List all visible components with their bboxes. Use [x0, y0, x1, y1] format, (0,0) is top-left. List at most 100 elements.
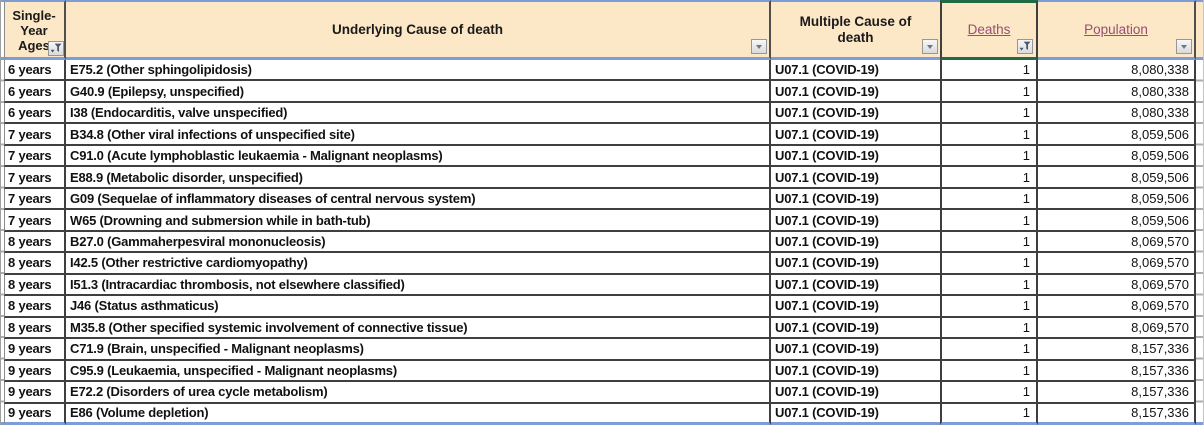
deaths-cell[interactable]: 1	[940, 339, 1038, 361]
filter-dropdown-icon[interactable]	[751, 39, 767, 54]
population-cell[interactable]: 8,059,506	[1038, 210, 1196, 232]
multiple-cause-cell[interactable]: U07.1 (COVID-19)	[771, 253, 940, 275]
filter-applied-funnel-icon[interactable]	[1017, 39, 1033, 54]
multiple-cause-cell[interactable]: U07.1 (COVID-19)	[771, 102, 940, 125]
underlying-cause-cell[interactable]: B27.0 (Gammaherpesviral mononucleosis)	[66, 231, 771, 254]
age-cell[interactable]: 7 years	[4, 124, 66, 146]
deaths-cell[interactable]: 1	[940, 102, 1038, 125]
population-cell[interactable]: 8,080,338	[1038, 60, 1196, 82]
age-cell[interactable]: 7 years	[4, 210, 66, 232]
multiple-cause-cell[interactable]: U07.1 (COVID-19)	[771, 81, 940, 103]
multiple-cause-cell[interactable]: U07.1 (COVID-19)	[771, 296, 940, 318]
multiple-cause-cell[interactable]: U07.1 (COVID-19)	[771, 382, 940, 404]
underlying-cause-cell[interactable]: G40.9 (Epilepsy, unspecified)	[66, 81, 771, 103]
age-cell[interactable]: 7 years	[4, 188, 66, 211]
underlying-cause-cell[interactable]: M35.8 (Other specified systemic involvem…	[66, 317, 771, 340]
underlying-cause-cell[interactable]: I42.5 (Other restrictive cardiomyopathy)	[66, 253, 771, 275]
deaths-cell[interactable]: 1	[940, 124, 1038, 146]
underlying-cause-cell[interactable]: W65 (Drowning and submersion while in ba…	[66, 210, 771, 232]
underlying-cause-cell[interactable]: E75.2 (Other sphingolipidosis)	[66, 60, 771, 82]
underlying-cause-cell[interactable]: I38 (Endocarditis, valve unspecified)	[66, 102, 771, 125]
age-cell[interactable]: 7 years	[4, 167, 66, 189]
underlying-cause-cell[interactable]: E88.9 (Metabolic disorder, unspecified)	[66, 167, 771, 189]
deaths-cell[interactable]: 1	[940, 167, 1038, 189]
underlying-cause-cell[interactable]: E72.2 (Disorders of urea cycle metabolis…	[66, 382, 771, 404]
age-cell[interactable]: 6 years	[4, 60, 66, 82]
header-border-segment	[1196, 57, 1203, 60]
multiple-cause-cell[interactable]: U07.1 (COVID-19)	[771, 167, 940, 189]
deaths-cell[interactable]: 1	[940, 188, 1038, 211]
population-cell[interactable]: 8,157,336	[1038, 339, 1196, 361]
age-cell[interactable]: 9 years	[4, 339, 66, 361]
multiple-cause-cell[interactable]: U07.1 (COVID-19)	[771, 274, 940, 297]
underlying-cause-cell[interactable]: J46 (Status asthmaticus)	[66, 296, 771, 318]
filter-dropdown-icon[interactable]	[922, 39, 938, 54]
filter-applied-funnel-icon[interactable]	[48, 41, 64, 56]
age-cell[interactable]: 7 years	[4, 145, 66, 168]
age-cell[interactable]: 6 years	[4, 102, 66, 125]
multiple-cause-cell[interactable]: U07.1 (COVID-19)	[771, 188, 940, 211]
population-cell[interactable]: 8,059,506	[1038, 145, 1196, 168]
deaths-cell[interactable]: 1	[940, 274, 1038, 297]
age-cell[interactable]: 8 years	[4, 253, 66, 275]
population-cell[interactable]: 8,080,338	[1038, 102, 1196, 125]
population-cell[interactable]: 8,059,506	[1038, 124, 1196, 146]
deaths-cell[interactable]: 1	[940, 296, 1038, 318]
deaths-cell[interactable]: 1	[940, 317, 1038, 340]
age-cell[interactable]: 9 years	[4, 360, 66, 383]
deaths-cell[interactable]: 1	[940, 403, 1038, 425]
multiple-cause-cell[interactable]: U07.1 (COVID-19)	[771, 339, 940, 361]
underlying-cause-cell[interactable]: C71.9 (Brain, unspecified - Malignant ne…	[66, 339, 771, 361]
underlying-cause-cell[interactable]: G09 (Sequelae of inflammatory diseases o…	[66, 188, 771, 211]
multiple-cause-cell[interactable]: U07.1 (COVID-19)	[771, 317, 940, 340]
population-cell[interactable]: 8,069,570	[1038, 296, 1196, 318]
age-cell[interactable]: 8 years	[4, 317, 66, 340]
population-cell[interactable]: 8,157,336	[1038, 360, 1196, 383]
population-cell[interactable]: 8,069,570	[1038, 253, 1196, 275]
underlying-cause-cell[interactable]: C95.9 (Leukaemia, unspecified - Malignan…	[66, 360, 771, 383]
multiple-cause-cell[interactable]: U07.1 (COVID-19)	[771, 210, 940, 232]
population-cell[interactable]: 8,080,338	[1038, 81, 1196, 103]
age-cell[interactable]: 8 years	[4, 231, 66, 254]
multiple-cause-cell[interactable]: U07.1 (COVID-19)	[771, 60, 940, 82]
population-cell[interactable]: 8,069,570	[1038, 231, 1196, 254]
top-border-segment	[1196, 0, 1203, 2]
header-cell-single-year-ages[interactable]: Single-Year Ages	[4, 0, 66, 60]
population-cell[interactable]: 8,157,336	[1038, 382, 1196, 404]
deaths-cell[interactable]: 1	[940, 382, 1038, 404]
header-cell-multiple-cause[interactable]: Multiple Cause of death	[771, 0, 940, 60]
population-cell[interactable]: 8,059,506	[1038, 188, 1196, 211]
multiple-cause-cell[interactable]: U07.1 (COVID-19)	[771, 124, 940, 146]
deaths-cell[interactable]: 1	[940, 60, 1038, 82]
gutter-body-segment	[1, 60, 4, 422]
population-cell[interactable]: 8,069,570	[1038, 317, 1196, 340]
header-cell-population[interactable]: Population	[1038, 0, 1196, 60]
population-cell[interactable]: 8,157,336	[1038, 403, 1196, 425]
multiple-cause-cell[interactable]: U07.1 (COVID-19)	[771, 231, 940, 254]
underlying-cause-cell[interactable]: I51.3 (Intracardiac thrombosis, not else…	[66, 274, 771, 297]
multiple-cause-cell[interactable]: U07.1 (COVID-19)	[771, 403, 940, 425]
deaths-cell[interactable]: 1	[940, 231, 1038, 254]
age-cell[interactable]: 6 years	[4, 81, 66, 103]
underlying-cause-cell[interactable]: E86 (Volume depletion)	[66, 403, 771, 425]
deaths-cell[interactable]: 1	[940, 81, 1038, 103]
deaths-cell[interactable]: 1	[940, 253, 1038, 275]
population-cell[interactable]: 8,069,570	[1038, 274, 1196, 297]
multiple-cause-cell[interactable]: U07.1 (COVID-19)	[771, 360, 940, 383]
underlying-cause-cell[interactable]: B34.8 (Other viral infections of unspeci…	[66, 124, 771, 146]
deaths-cell[interactable]: 1	[940, 210, 1038, 232]
age-cell[interactable]: 8 years	[4, 274, 66, 297]
age-cell[interactable]: 8 years	[4, 296, 66, 318]
filter-dropdown-icon[interactable]	[1176, 39, 1192, 54]
deaths-cell[interactable]: 1	[940, 360, 1038, 383]
age-cell[interactable]: 9 years	[4, 403, 66, 425]
header-cell-underlying-cause[interactable]: Underlying Cause of death	[66, 0, 771, 60]
population-header-link[interactable]: Population	[1084, 21, 1148, 37]
deaths-header-link[interactable]: Deaths	[967, 22, 1011, 37]
population-cell[interactable]: 8,059,506	[1038, 167, 1196, 189]
underlying-cause-cell[interactable]: C91.0 (Acute lymphoblastic leukaemia - M…	[66, 145, 771, 168]
header-cell-deaths[interactable]: Deaths	[940, 0, 1038, 60]
age-cell[interactable]: 9 years	[4, 382, 66, 404]
multiple-cause-cell[interactable]: U07.1 (COVID-19)	[771, 145, 940, 168]
deaths-cell[interactable]: 1	[940, 145, 1038, 168]
